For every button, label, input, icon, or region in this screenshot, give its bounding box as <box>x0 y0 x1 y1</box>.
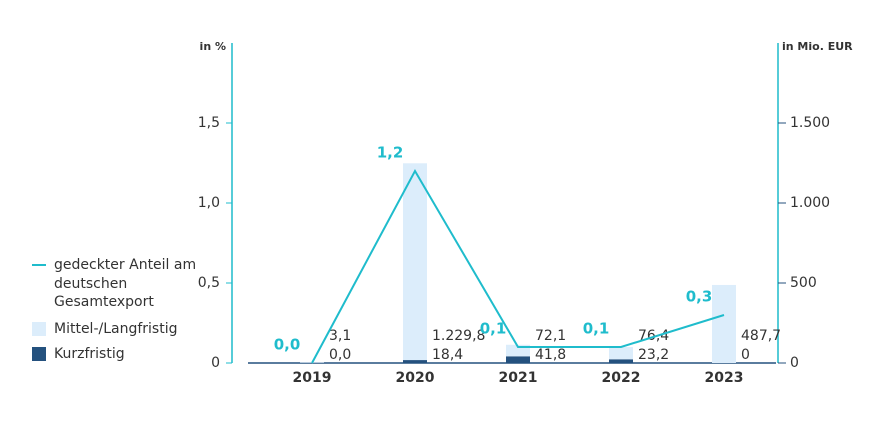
legend-icon <box>32 322 46 336</box>
bar-value-label: 1.229,8 <box>432 328 485 344</box>
legend-icon <box>32 347 46 361</box>
line <box>311 168 725 364</box>
y-tick-label: 0,5 <box>198 275 220 291</box>
bar-value-label: 18,4 <box>432 347 463 363</box>
y2-tick-label: 1.500 <box>790 115 830 131</box>
bar-value-label: 0,0 <box>329 347 351 363</box>
y2-tick-label: 500 <box>790 275 817 291</box>
legend-icon <box>32 264 46 266</box>
legend-label: gedeckter Anteil am deutschen Gesamtexpo… <box>54 257 197 310</box>
y-tick-label: 1,0 <box>198 195 220 211</box>
x-tick-label: 2019 <box>293 370 332 386</box>
y-tick-label: 0 <box>211 355 220 371</box>
bar <box>609 359 633 363</box>
legend-label: Kurzfristig <box>54 346 125 362</box>
bar-value-label: 3,1 <box>329 328 351 344</box>
legend-label: Mittel-/Langfristig <box>54 321 178 337</box>
y2-tick-label: 1.000 <box>790 195 830 211</box>
y2-axis-title: in Mio. EUR <box>782 40 853 53</box>
x-tick-label: 2021 <box>499 370 538 386</box>
x-tick-label: 2020 <box>396 370 435 386</box>
line-value-label: 0,0 <box>274 336 301 354</box>
bar <box>712 284 736 363</box>
line-value-label: 0,3 <box>686 288 713 306</box>
bar <box>403 360 427 363</box>
y-axis-title: in % <box>200 40 226 53</box>
y2-tick-label: 0 <box>790 355 799 371</box>
bar <box>506 344 530 357</box>
line-value-label: 0,1 <box>583 320 610 338</box>
bar-value-label: 72,1 <box>535 328 566 344</box>
bar <box>609 347 633 360</box>
line-value-label: 0,1 <box>480 320 507 338</box>
bar-value-label: 0 <box>741 347 750 363</box>
bar <box>506 356 530 363</box>
x-tick-label: 2023 <box>705 370 744 386</box>
bar-value-label: 487,7 <box>741 328 781 344</box>
x-tick-label: 2022 <box>602 370 641 386</box>
y-tick-label: 1,5 <box>198 115 220 131</box>
line-value-label: 1,2 <box>377 144 404 162</box>
bar-value-label: 23,2 <box>638 347 669 363</box>
bar <box>403 163 427 361</box>
bar-value-label: 41,8 <box>535 347 566 363</box>
